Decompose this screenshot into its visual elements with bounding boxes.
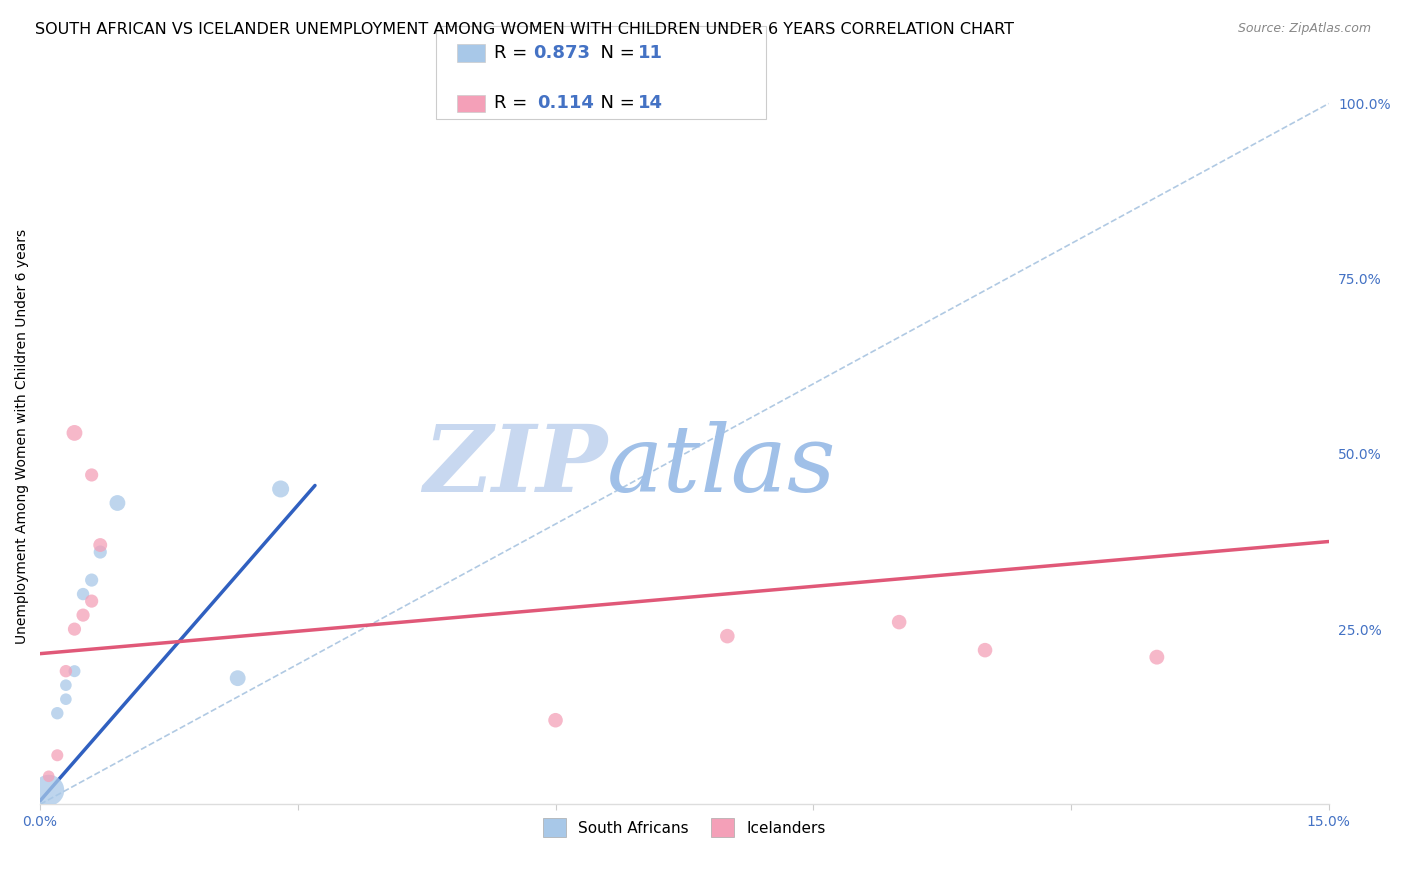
Text: Source: ZipAtlas.com: Source: ZipAtlas.com (1237, 22, 1371, 36)
Point (80, 467, 103, 482)
Point (46, 748, 69, 763)
Text: R =: R = (494, 44, 533, 62)
Point (38, 769, 60, 783)
Text: 0.873: 0.873 (533, 44, 591, 62)
Point (63, 425, 86, 440)
Point (55, 664, 77, 678)
Point (38, 783, 60, 797)
Point (80, 594, 103, 608)
Text: R =: R = (494, 95, 538, 112)
FancyBboxPatch shape (457, 95, 485, 112)
Point (716, 629, 738, 643)
Point (89, 538, 111, 552)
Point (889, 615, 911, 629)
Text: atlas: atlas (607, 421, 837, 511)
Text: N =: N = (589, 95, 641, 112)
Point (72, 608, 94, 623)
Point (89, 545, 111, 559)
Point (270, 482, 292, 496)
Point (55, 678, 77, 692)
Text: ZIP: ZIP (423, 421, 607, 511)
Point (63, 622, 86, 636)
Point (1146, 650, 1168, 665)
Point (974, 643, 997, 657)
Point (107, 496, 129, 510)
Text: 14: 14 (638, 95, 664, 112)
Y-axis label: Unemployment Among Women with Children Under 6 years: Unemployment Among Women with Children U… (15, 229, 30, 644)
Legend: South Africans, Icelanders: South Africans, Icelanders (536, 811, 834, 845)
Point (544, 713, 567, 727)
Text: 11: 11 (638, 44, 664, 62)
Point (72, 587, 94, 601)
Text: SOUTH AFRICAN VS ICELANDER UNEMPLOYMENT AMONG WOMEN WITH CHILDREN UNDER 6 YEARS : SOUTH AFRICAN VS ICELANDER UNEMPLOYMENT … (35, 22, 1014, 37)
Point (226, 671, 249, 685)
Point (46, 706, 69, 721)
Point (80, 573, 103, 587)
FancyBboxPatch shape (457, 44, 485, 62)
Point (63, 664, 86, 678)
Text: N =: N = (589, 44, 641, 62)
Point (55, 692, 77, 706)
Text: 0.114: 0.114 (537, 95, 593, 112)
FancyBboxPatch shape (436, 26, 766, 119)
